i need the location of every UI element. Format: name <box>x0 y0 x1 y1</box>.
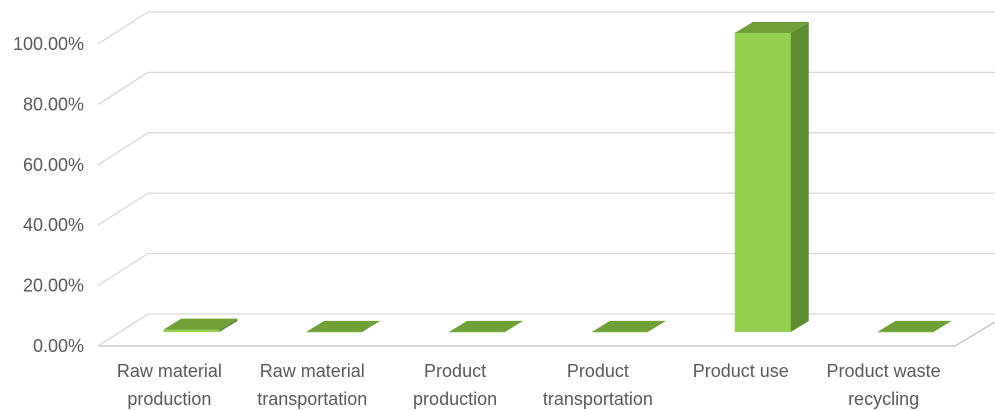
x-category-label: Product transportation <box>543 361 653 409</box>
x-category-label: Product use <box>693 361 789 381</box>
x-category-label: Raw material transportation <box>257 361 367 409</box>
bar <box>591 320 666 333</box>
bar <box>877 320 952 333</box>
bars <box>163 22 952 333</box>
chart-floor <box>97 313 995 347</box>
y-tick-label: 40.00% <box>23 215 84 235</box>
bar <box>163 318 238 332</box>
y-tick-label: 80.00% <box>23 94 84 114</box>
floor-left-edge <box>97 313 149 347</box>
y-tick-label: 20.00% <box>23 276 84 296</box>
gridline <box>97 192 995 226</box>
gridline <box>97 11 995 45</box>
bar <box>734 22 809 333</box>
bar <box>306 320 381 333</box>
y-tick-label: 100.00% <box>13 34 84 54</box>
gridlines <box>97 11 995 347</box>
x-category-label: Product waste recycling <box>827 361 941 409</box>
y-axis-ticks: 0.00% 20.00% 40.00% 60.00% 80.00% 100.00% <box>13 34 84 356</box>
y-tick-label: 60.00% <box>23 155 84 175</box>
x-category-label: Product production <box>413 361 497 409</box>
gridline <box>97 132 995 166</box>
x-axis-labels: Raw material production Raw material transp… <box>117 361 941 409</box>
gridline <box>97 71 995 105</box>
x-category-label: Raw material production <box>117 361 222 409</box>
y-tick-label: 0.00% <box>33 336 84 356</box>
floor-edge <box>98 321 995 347</box>
bar <box>449 320 524 333</box>
gridline <box>97 252 995 287</box>
